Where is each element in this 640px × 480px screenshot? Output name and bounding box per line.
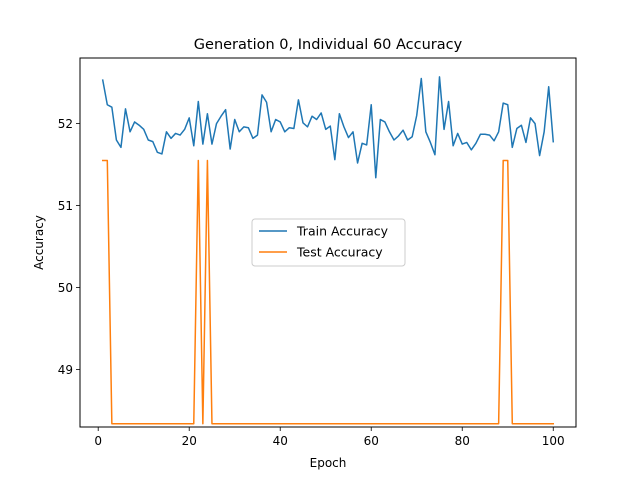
x-tick-label: 60 [364,434,379,448]
legend-label-test-accuracy: Test Accuracy [296,245,383,260]
legend: Train Accuracy Test Accuracy [251,218,406,267]
y-tick-label: 49 [58,363,73,377]
chart-title: Generation 0, Individual 60 Accuracy [194,37,463,53]
y-tick-label: 51 [58,199,73,213]
x-tick-label: 80 [455,434,470,448]
series-line-train-accuracy [101,76,555,179]
y-axis-label: Accuracy [32,215,46,270]
y-axis: 49 50 51 52 [58,117,80,377]
y-tick-label: 52 [58,117,73,131]
y-tick-label: 50 [58,281,73,295]
x-axis: 0 20 40 60 80 100 [94,427,565,448]
x-tick-label: 20 [182,434,197,448]
plot-area-frame [79,57,577,428]
x-tick-label: 40 [273,434,288,448]
x-axis-label: Epoch [310,456,347,470]
x-tick-label: 100 [542,434,565,448]
series-line-test-accuracy [102,159,554,425]
legend-label-train-accuracy: Train Accuracy [296,224,389,239]
series-layer [101,76,555,425]
x-tick-label: 0 [94,434,102,448]
legend-box [251,218,406,267]
